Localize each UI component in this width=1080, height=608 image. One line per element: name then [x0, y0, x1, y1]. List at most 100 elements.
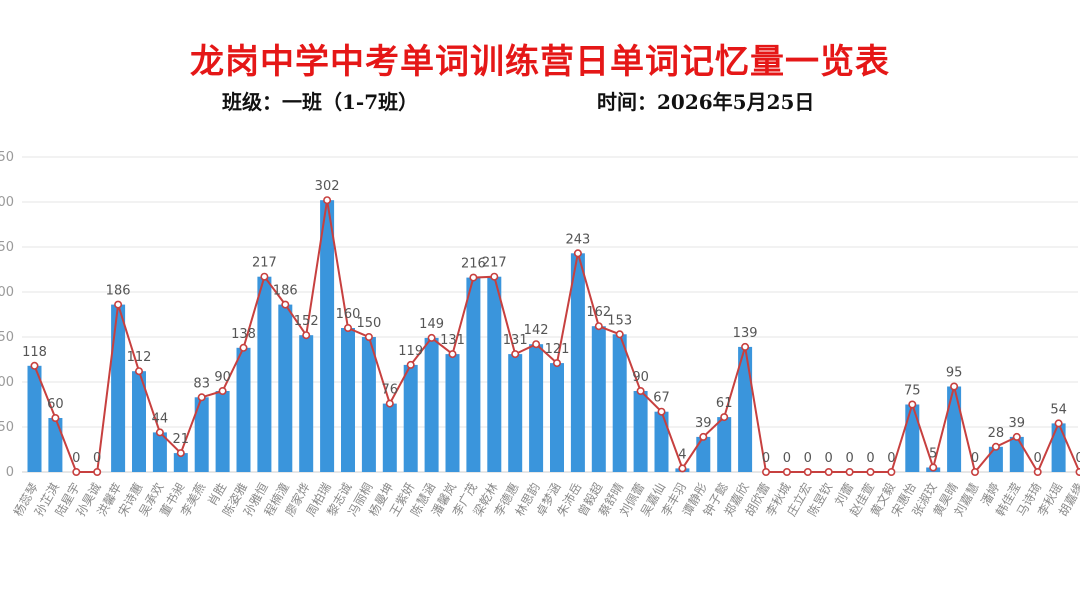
bar — [27, 365, 42, 472]
data-label: 150 — [356, 316, 381, 331]
bar — [257, 276, 272, 472]
data-label: 162 — [586, 305, 611, 320]
bar — [947, 386, 962, 472]
data-label: 0 — [762, 451, 770, 466]
line-point — [218, 386, 227, 395]
line-point — [678, 464, 687, 473]
data-label: 90 — [214, 370, 231, 385]
bar — [529, 344, 544, 472]
data-label: 75 — [904, 384, 921, 399]
data-label: 0 — [72, 451, 80, 466]
data-label: 95 — [946, 366, 963, 381]
data-label: 0 — [783, 451, 791, 466]
data-label: 142 — [524, 323, 549, 338]
data-label: 153 — [607, 313, 632, 328]
line-point — [93, 467, 102, 476]
line-point — [761, 467, 770, 476]
y-tick-label: 100 — [0, 375, 14, 390]
class-label: 班级：一班（1-7班） — [222, 90, 419, 114]
data-label: 131 — [503, 333, 528, 348]
date-label: 时间：2026年5月25日 — [597, 90, 815, 114]
bar — [1051, 423, 1066, 472]
bar — [403, 364, 418, 472]
line-point — [1054, 419, 1063, 428]
data-label: 139 — [733, 326, 758, 341]
data-label: 61 — [716, 396, 733, 411]
data-label: 21 — [173, 432, 190, 447]
data-label: 0 — [804, 451, 812, 466]
line-point — [114, 300, 123, 309]
line-point — [490, 272, 499, 281]
line-point — [824, 467, 833, 476]
line-point — [720, 413, 729, 422]
data-label: 0 — [866, 451, 874, 466]
bar — [1009, 436, 1024, 472]
y-tick-label: 300 — [0, 195, 14, 210]
line-point — [1075, 468, 1080, 476]
y-tick-label: 150 — [0, 330, 14, 345]
bar — [633, 391, 648, 472]
line-point — [281, 300, 290, 309]
line-point — [511, 350, 520, 359]
data-label: 90 — [632, 370, 649, 385]
bar — [487, 276, 502, 472]
data-label: 149 — [419, 317, 444, 332]
data-label: 39 — [695, 416, 712, 431]
bar — [194, 397, 209, 472]
data-label: 216 — [461, 257, 486, 272]
data-label: 118 — [22, 345, 47, 360]
data-label: 160 — [336, 307, 361, 322]
bar — [738, 346, 753, 472]
line-point — [929, 463, 938, 472]
line-point — [155, 428, 164, 437]
line-point — [323, 196, 332, 205]
line-point — [1012, 432, 1021, 441]
line-point — [532, 340, 541, 349]
data-label: 0 — [887, 451, 895, 466]
bar — [696, 436, 711, 472]
data-label: 243 — [565, 232, 590, 247]
line-point — [427, 333, 436, 342]
line-point — [72, 467, 81, 476]
line-point — [135, 367, 144, 376]
line-point — [615, 330, 624, 339]
line-point — [448, 350, 457, 359]
bar — [508, 354, 523, 472]
bar — [424, 337, 439, 472]
line-point — [866, 467, 875, 476]
bar — [48, 418, 63, 472]
bar — [591, 326, 606, 472]
data-label: 60 — [47, 397, 64, 412]
line-point — [573, 249, 582, 258]
bar — [111, 304, 126, 472]
line-point — [887, 467, 896, 476]
bar — [988, 446, 1003, 472]
data-label: 0 — [825, 451, 833, 466]
data-label: 0 — [1034, 451, 1042, 466]
bar — [236, 347, 251, 472]
data-label: 83 — [193, 376, 210, 391]
bar — [550, 363, 564, 472]
line-point — [260, 272, 269, 281]
line-point — [364, 332, 373, 341]
bar — [382, 403, 397, 472]
line-point — [51, 413, 60, 422]
data-label: 119 — [398, 344, 423, 359]
line-point — [197, 393, 206, 402]
bar — [654, 411, 669, 472]
bar — [215, 391, 230, 472]
data-label: 112 — [127, 350, 152, 365]
bar — [717, 417, 732, 472]
line-point — [30, 361, 39, 370]
data-label: 28 — [988, 426, 1005, 441]
line-point — [239, 343, 248, 352]
bar — [320, 200, 335, 472]
data-label: 186 — [273, 284, 298, 299]
data-label: 54 — [1050, 402, 1067, 417]
y-tick-label: 50 — [0, 420, 14, 435]
bar — [173, 453, 188, 472]
chart-title: 龙岗中学中考单词训练营日单词记忆量一览表 — [190, 42, 890, 82]
line-point — [406, 360, 415, 369]
line-point — [950, 382, 959, 391]
